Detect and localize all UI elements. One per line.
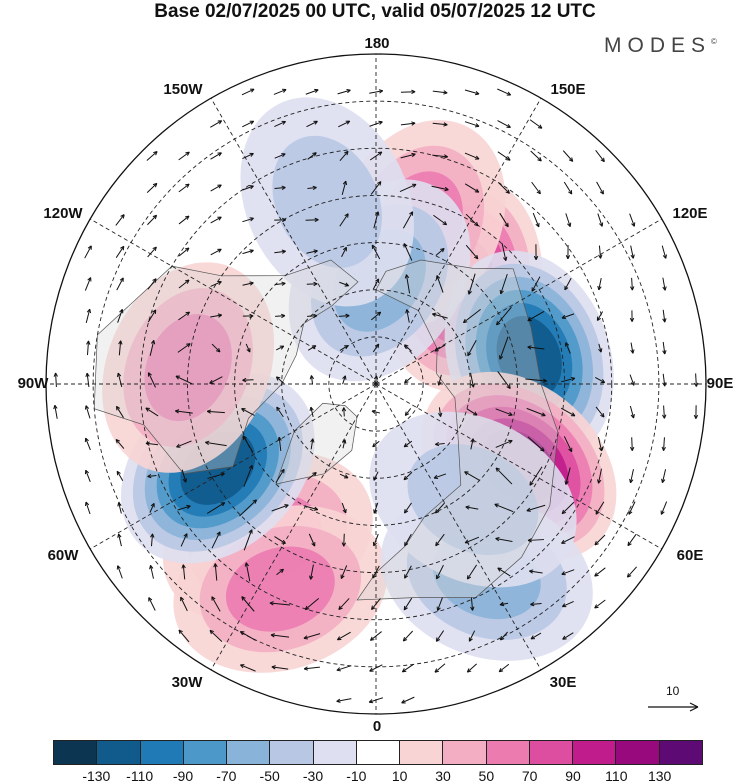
colorbar-tick-label: -130	[82, 768, 110, 784]
longitude-label-150w: 150W	[163, 81, 202, 98]
colorbar-tick-label: -30	[303, 768, 323, 784]
colorbar-bin	[54, 741, 97, 764]
colorbar-tick-label: -90	[173, 768, 193, 784]
colorbar-tick-label: -10	[346, 768, 366, 784]
colorbar-bin	[530, 741, 573, 764]
colorbar-tick-label: -50	[260, 768, 280, 784]
longitude-label-30e: 30E	[550, 674, 577, 691]
colorbar-tick-label: 10	[392, 768, 408, 784]
colorbar-bin	[184, 741, 227, 764]
longitude-label-90e: 90E	[707, 375, 734, 392]
colorbar-bin	[400, 741, 443, 764]
longitude-label-60w: 60W	[48, 547, 79, 564]
reference-vector-label: 10	[666, 684, 679, 698]
colorbar-tick-label: 30	[435, 768, 451, 784]
longitude-label-150e: 150E	[550, 81, 585, 98]
colorbar-bin	[270, 741, 313, 764]
colorbar-bin	[141, 741, 184, 764]
longitude-label-120w: 120W	[43, 205, 82, 222]
colorbar-bin	[443, 741, 486, 764]
polar-map	[0, 0, 750, 740]
colorbar-tick-label: -110	[126, 768, 153, 784]
longitude-label-120e: 120E	[672, 205, 707, 222]
longitude-label-180: 180	[364, 35, 389, 52]
longitude-label-60e: 60E	[677, 547, 704, 564]
colorbar-bin	[314, 741, 357, 764]
colorbar-tick-label: 90	[565, 768, 581, 784]
longitude-label-30w: 30W	[172, 674, 203, 691]
map-disk	[46, 54, 706, 714]
colorbar-bin	[227, 741, 270, 764]
colorbar-bin	[616, 741, 659, 764]
colorbar-bin	[573, 741, 616, 764]
longitude-label-0: 0	[373, 718, 381, 735]
colorbar-tick-label: 50	[479, 768, 495, 784]
colorbar-bin	[357, 741, 400, 764]
reference-vector	[648, 703, 698, 711]
colorbar-bin	[97, 741, 140, 764]
colorbar	[53, 740, 703, 765]
colorbar-bin	[487, 741, 530, 764]
longitude-label-90w: 90W	[18, 375, 49, 392]
colorbar-tick-label: 110	[605, 768, 627, 784]
colorbar-tick-label: 70	[522, 768, 538, 784]
colorbar-tick-label: -70	[216, 768, 236, 784]
colorbar-tick-label: 130	[648, 768, 671, 784]
colorbar-bin	[660, 741, 702, 764]
